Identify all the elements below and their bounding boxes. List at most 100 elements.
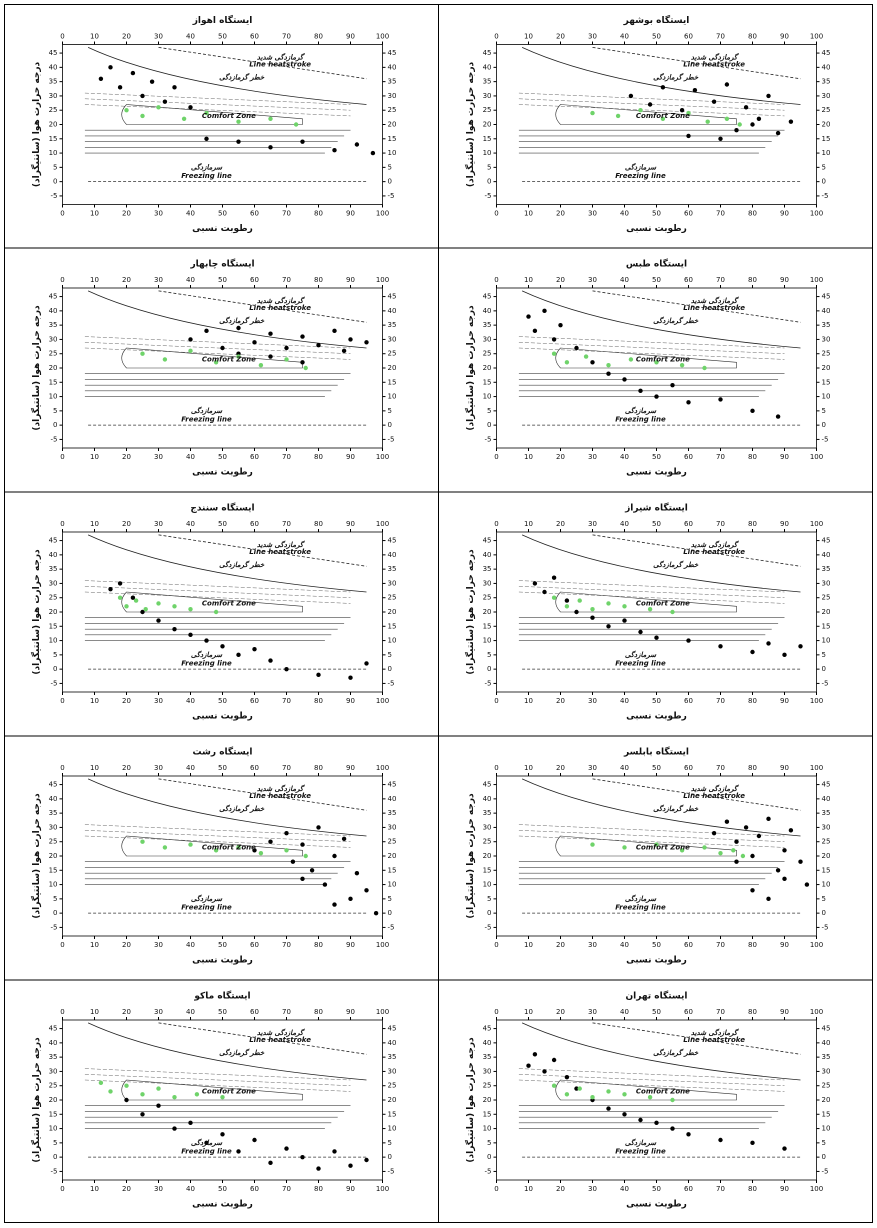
x-tick-label: 80: [748, 941, 757, 949]
y-tick-label: 30: [49, 823, 58, 831]
y-tick-label: 40: [49, 1039, 58, 1047]
chart-title: ایستگاه بابلسر: [623, 746, 689, 758]
y-tick-label: 0: [487, 909, 491, 917]
comfort-point: [124, 108, 129, 113]
y-tick-label: 35: [822, 78, 831, 86]
x-tick-label: 30: [154, 1008, 163, 1016]
x-axis-label: رطوبت نسبی: [626, 468, 687, 478]
comfort-point: [660, 116, 666, 121]
annotation: Line heatstroke: [249, 792, 311, 800]
climate-point: [332, 1149, 337, 1154]
climate-point: [718, 397, 723, 402]
comfort-point: [303, 365, 308, 371]
y-tick-label: 20: [388, 1096, 397, 1104]
x-tick-label: 30: [154, 210, 163, 218]
y-tick-label: 45: [822, 49, 831, 57]
heatstroke-line: [158, 534, 367, 567]
x-tick-label: 40: [620, 453, 629, 461]
annotation: خطر گرمازدگی: [219, 804, 265, 813]
x-tick-label: 20: [122, 33, 131, 41]
x-axis-label: رطوبت نسبی: [192, 956, 253, 966]
climate-point: [532, 581, 538, 586]
y-tick-label: 15: [49, 1110, 58, 1118]
y-tick-label: 15: [483, 378, 492, 386]
x-tick-label: 0: [60, 941, 64, 949]
x-tick-label: 80: [748, 453, 757, 461]
heatstroke-curve: [521, 290, 801, 349]
x-tick-label: 10: [90, 276, 99, 284]
climate-point: [766, 641, 771, 646]
y-tick-label: 40: [822, 1039, 831, 1047]
x-tick-label: 70: [282, 1008, 291, 1016]
climate-point: [542, 589, 547, 595]
x-tick-label: 20: [556, 1008, 565, 1016]
comfort-point: [124, 1083, 129, 1088]
comfort-point: [108, 1089, 113, 1094]
y-tick-label: 20: [822, 1096, 831, 1104]
y-tick-label: 25: [388, 350, 397, 358]
x-axis-label: رطوبت نسبی: [192, 1200, 253, 1210]
comfort-point: [268, 116, 273, 121]
comfort-point: [156, 105, 161, 110]
comfort-point: [172, 1094, 177, 1100]
climate-point: [309, 868, 315, 873]
x-tick-label: 60: [684, 276, 693, 284]
y-axis-label: درجه حرارت هوا (سانتیگراد): [30, 793, 42, 919]
climate-point: [743, 105, 749, 110]
annotation: Freezing line: [181, 415, 232, 423]
x-tick-label: 10: [524, 453, 533, 461]
x-tick-label: 70: [716, 453, 725, 461]
y-tick-label: 35: [49, 78, 58, 86]
x-tick-label: 100: [810, 520, 823, 528]
x-tick-label: 20: [556, 453, 565, 461]
x-axis-label: رطوبت نسبی: [626, 712, 687, 722]
wind-line: [518, 835, 785, 848]
comfort-zone: [121, 591, 303, 613]
y-tick-label: 30: [49, 92, 58, 100]
x-tick-label: 10: [90, 697, 99, 705]
x-tick-label: 60: [250, 520, 259, 528]
climate-point: [670, 382, 675, 388]
y-tick-label: 15: [822, 135, 831, 143]
wind-line: [84, 92, 351, 105]
x-tick-label: 10: [524, 276, 533, 284]
climate-point: [236, 652, 241, 658]
y-tick-label: 0: [53, 909, 57, 917]
y-tick-label: 10: [49, 393, 58, 401]
y-tick-label: 15: [49, 135, 58, 143]
x-tick-label: 70: [716, 1185, 725, 1193]
wind-line: [518, 1079, 785, 1092]
y-tick-label: 20: [483, 852, 492, 860]
heatstroke-line: [592, 1022, 801, 1055]
heatstroke-line: [158, 290, 367, 323]
y-tick-label: -5: [822, 1167, 829, 1175]
comfort-point: [590, 110, 595, 116]
climate-point: [622, 1112, 627, 1117]
annotation: سرمازدگی: [191, 1138, 223, 1147]
x-tick-label: 20: [122, 1185, 131, 1193]
x-tick-label: 50: [218, 941, 227, 949]
climate-point: [188, 632, 193, 638]
x-tick-label: 50: [218, 276, 227, 284]
x-tick-label: 100: [810, 210, 823, 218]
y-tick-label: 10: [388, 637, 397, 645]
climate-point: [300, 1154, 305, 1160]
climate-point: [660, 85, 666, 90]
x-tick-label: 90: [346, 33, 355, 41]
x-tick-label: 90: [346, 276, 355, 284]
x-tick-label: 100: [376, 276, 389, 284]
wind-line: [84, 824, 351, 837]
comfort-point: [647, 606, 653, 612]
climate-point: [290, 859, 296, 864]
x-tick-label: 80: [748, 33, 757, 41]
y-tick-label: -5: [822, 435, 829, 443]
y-tick-label: 45: [483, 49, 492, 57]
wind-line: [84, 580, 351, 593]
y-tick-label: 30: [483, 823, 492, 831]
x-tick-label: 10: [90, 1185, 99, 1193]
climate-point: [188, 1120, 193, 1126]
climate-point: [670, 1126, 675, 1131]
y-tick-label: 25: [49, 350, 58, 358]
y-tick-label: 45: [483, 781, 492, 789]
x-tick-label: 0: [494, 697, 498, 705]
